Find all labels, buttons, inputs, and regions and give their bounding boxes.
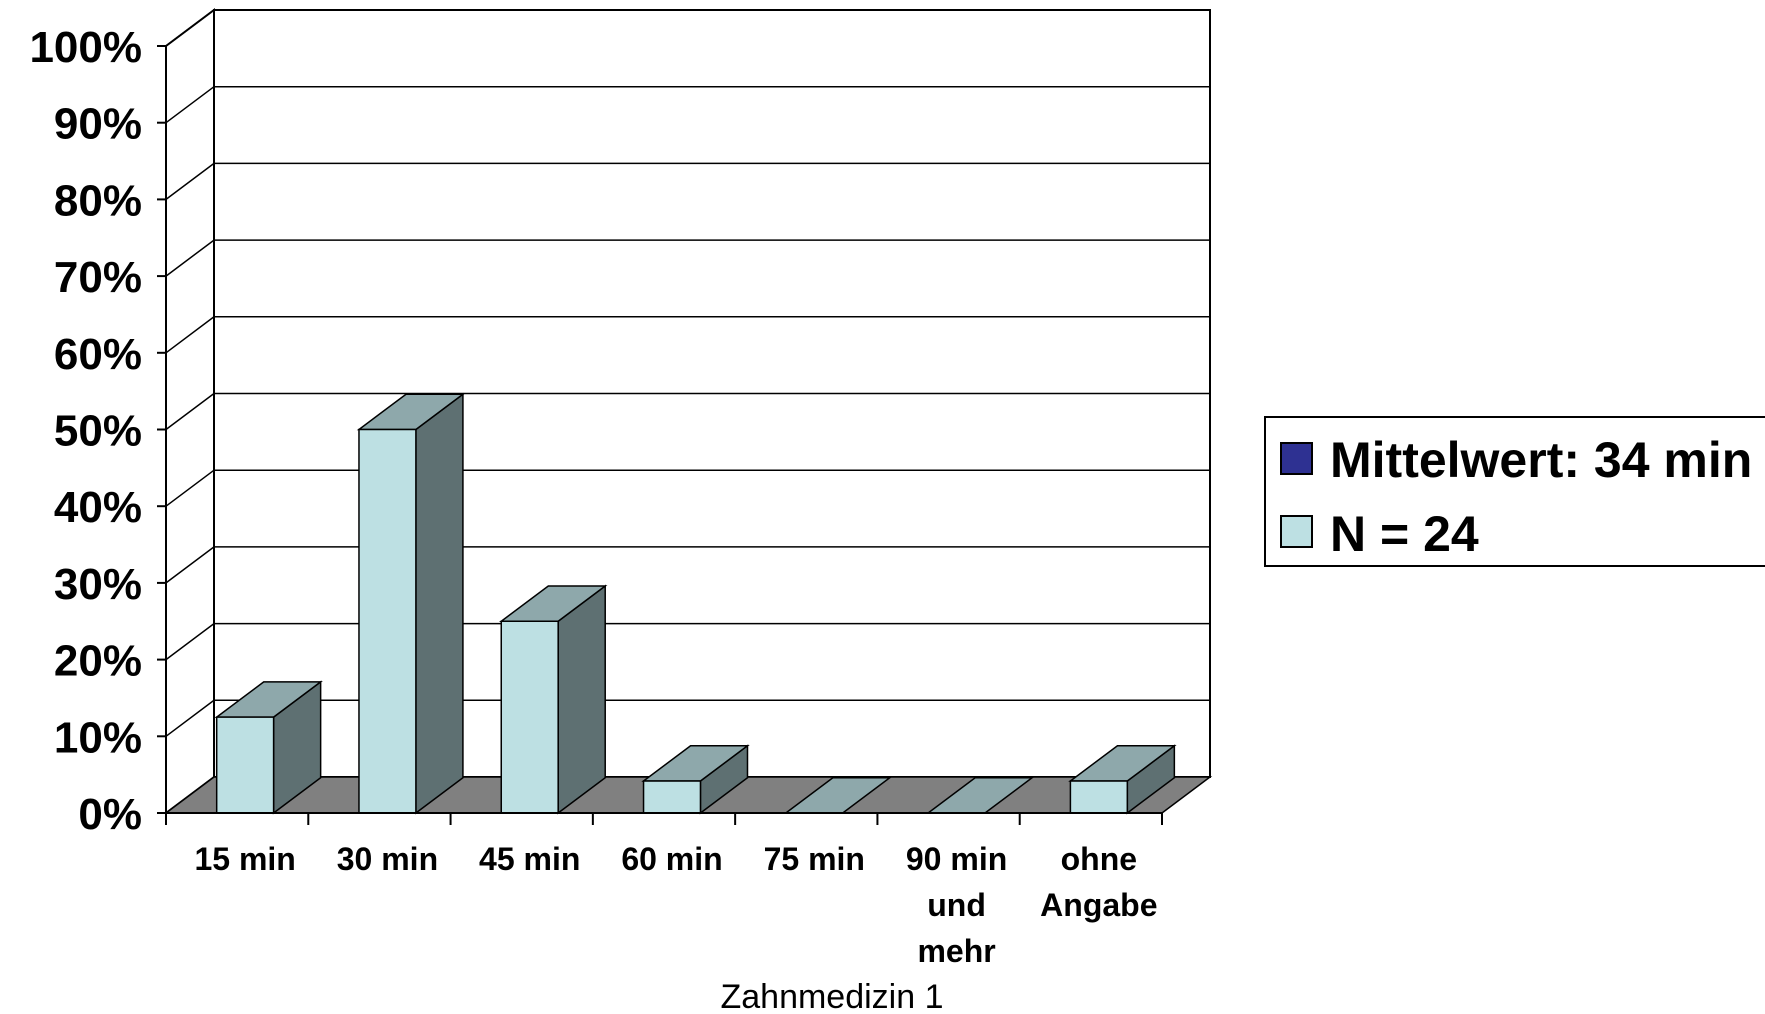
y-tick-label: 80%: [54, 176, 142, 225]
x-category-label: ohne Angabe: [1040, 841, 1157, 923]
y-tick-label: 10%: [54, 713, 142, 762]
bar-front: [1069, 780, 1129, 814]
x-category-label-line: ohne: [1061, 841, 1137, 877]
y-tick-label: 90%: [54, 100, 142, 149]
x-category-label-line: 15 min: [194, 841, 295, 877]
y-tick-label: 50%: [54, 407, 142, 456]
legend-box: [1264, 416, 1765, 567]
x-category-label-line: 45 min: [479, 841, 580, 877]
x-category-label: 75 min: [764, 841, 865, 877]
x-category-label: 45 min: [479, 841, 580, 877]
legend-swatch-mittelwert: [1280, 442, 1313, 475]
y-tick-label: 0%: [78, 790, 142, 839]
legend-swatch-n: [1280, 515, 1313, 548]
legend-label-mittelwert: Mittelwert: 34 min: [1330, 432, 1752, 488]
legend-label-n: N = 24: [1330, 506, 1479, 562]
gridlines: [165, 9, 1210, 737]
gridline: [165, 392, 1210, 431]
bar: [641, 744, 750, 815]
gridline: [165, 546, 1210, 584]
bar-side: [415, 392, 464, 815]
gridline: [165, 699, 1210, 737]
bar-front: [642, 780, 702, 814]
x-category-label-line: Angabe: [1040, 887, 1157, 923]
bar-front: [500, 620, 559, 814]
axes: [157, 45, 1163, 825]
bars: [214, 392, 1177, 815]
y-tick-label: 40%: [54, 483, 142, 532]
legend: Mittelwert: 34 min N = 24: [1264, 416, 1765, 567]
y-tick-label: 30%: [54, 560, 142, 609]
bar: [214, 680, 323, 815]
gridline: [165, 622, 1210, 661]
y-tick-label: 60%: [54, 330, 142, 379]
bar-front: [358, 428, 417, 814]
plot-walls: [165, 8, 1211, 815]
x-category-label: 60 min: [621, 841, 722, 877]
x-category-label-line: mehr: [917, 933, 995, 969]
gridline: [165, 316, 1210, 354]
y-tick-label: 20%: [54, 637, 142, 686]
gridline: [165, 85, 1210, 124]
gridline: [165, 162, 1210, 200]
x-category-label-line: 90 min: [906, 841, 1007, 877]
x-category-label-line: 60 min: [621, 841, 722, 877]
x-axis-title: Zahnmedizin 1: [720, 978, 943, 1014]
bar: [1068, 744, 1177, 815]
gridline: [165, 9, 1210, 47]
x-category-label-line: 30 min: [337, 841, 438, 877]
x-category-label: 90 min und mehr: [906, 841, 1007, 969]
bar-side: [557, 584, 606, 815]
bar: [499, 584, 608, 815]
y-tick-label: 100%: [29, 23, 142, 72]
bar-front: [215, 716, 275, 814]
x-category-label-line: und: [927, 887, 986, 923]
y-tick-labels: 0% 10% 20% 30% 40% 50% 60% 70% 80% 90% 100%: [29, 23, 142, 839]
x-category-labels: 15 min 30 min 45 min 60 min 75 min 90 min und m…: [194, 841, 1157, 969]
x-category-label: 15 min: [194, 841, 295, 877]
x-category-label: 30 min: [337, 841, 438, 877]
gridline: [165, 239, 1210, 277]
gridline: [165, 469, 1210, 507]
x-category-label-line: 75 min: [764, 841, 865, 877]
bar: [356, 392, 466, 815]
y-tick-label: 70%: [54, 253, 142, 302]
